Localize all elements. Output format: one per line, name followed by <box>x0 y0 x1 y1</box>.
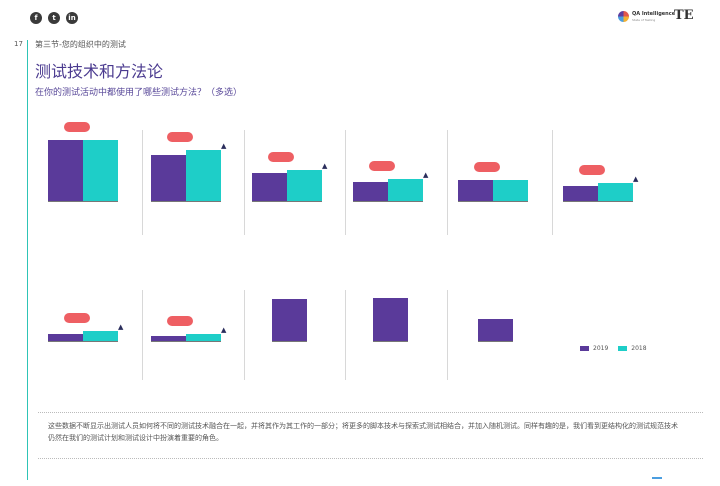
logo-mark-icon <box>618 11 629 22</box>
left-accent-line <box>27 40 28 480</box>
bar-2018 <box>83 139 118 201</box>
legend-label-2018: 2018 <box>631 345 647 352</box>
bar-baseline <box>48 201 118 202</box>
bar-2019 <box>48 333 83 341</box>
bar-2019 <box>563 186 598 201</box>
bar-2019 <box>272 299 307 341</box>
bar-2018 <box>186 150 221 201</box>
trend-up-arrow-icon: ▲ <box>221 142 227 150</box>
bar-2019 <box>458 180 493 201</box>
summary-note: 这些数据不断显示出测试人员如何将不同的测试技术融合在一起，并将其作为其工作的一部… <box>48 422 678 442</box>
column-separator <box>345 130 346 235</box>
column-separator <box>345 290 346 380</box>
linkedin-icon[interactable]: in <box>66 12 78 24</box>
change-badge <box>369 161 395 172</box>
change-badge <box>268 151 294 162</box>
bar-2019 <box>252 173 287 201</box>
trend-up-arrow-icon: ▲ <box>633 175 639 183</box>
bar-baseline <box>353 201 423 202</box>
bar-2018 <box>83 330 118 341</box>
corner-mark <box>652 477 662 479</box>
bar-2018 <box>388 179 423 201</box>
change-badge <box>64 312 90 323</box>
change-badge <box>64 121 90 132</box>
te-logo: TE <box>674 8 694 23</box>
column-separator <box>244 290 245 380</box>
bar-2019 <box>478 318 513 341</box>
page-number: 17 <box>14 40 23 48</box>
trend-up-arrow-icon: ▲ <box>221 326 227 335</box>
section-title: 第三节-您的组织中的测试 <box>35 40 126 49</box>
bar-2019 <box>373 297 408 341</box>
legend-swatch-2018 <box>618 346 628 351</box>
note-divider-bottom <box>38 458 703 459</box>
page-title: 测试技术和方法论 <box>35 62 164 81</box>
column-separator <box>244 130 245 235</box>
bar-baseline <box>478 341 513 342</box>
page-subtitle: 在你的测试活动中都使用了哪些测试方法？（多选） <box>35 88 243 98</box>
bar-2018 <box>186 334 221 341</box>
column-separator <box>142 130 143 235</box>
change-badge <box>167 132 193 142</box>
bar-baseline <box>373 341 408 342</box>
legend-swatch-2019 <box>580 346 589 351</box>
bar-2019 <box>151 335 186 341</box>
bar-2018 <box>598 183 633 201</box>
column-separator <box>447 130 448 235</box>
bar-2018 <box>287 169 322 201</box>
logo-subtext: State of Testing <box>632 18 656 22</box>
trend-up-arrow-icon: ▲ <box>322 161 328 170</box>
trend-up-arrow-icon: ▲ <box>423 171 429 180</box>
note-divider-top <box>38 412 703 413</box>
column-separator <box>552 130 553 235</box>
bar-baseline <box>252 201 322 202</box>
bar-2019 <box>48 139 83 201</box>
legend-label-2019: 2019 <box>593 345 609 352</box>
twitter-icon[interactable]: t <box>48 12 60 24</box>
change-badge <box>167 316 193 327</box>
bar-2018 <box>493 180 528 201</box>
chart-legend: 2019 2018 <box>580 345 647 352</box>
bar-baseline <box>458 201 528 202</box>
column-separator <box>447 290 448 380</box>
change-badge <box>474 162 500 172</box>
bar-2019 <box>151 155 186 201</box>
bar-2019 <box>353 181 388 201</box>
column-separator <box>142 290 143 380</box>
logo-text: QA Intelligence <box>632 11 676 17</box>
change-badge <box>579 165 605 175</box>
bar-baseline <box>151 201 221 202</box>
bar-baseline <box>151 341 221 342</box>
qa-intelligence-logo: QA Intelligence State of Testing TE <box>618 8 698 30</box>
bar-baseline <box>48 341 118 342</box>
bar-baseline <box>563 201 633 202</box>
trend-up-arrow-icon: ▲ <box>118 322 124 331</box>
social-links: f t in <box>30 12 78 24</box>
bar-baseline <box>272 341 307 342</box>
facebook-icon[interactable]: f <box>30 12 42 24</box>
